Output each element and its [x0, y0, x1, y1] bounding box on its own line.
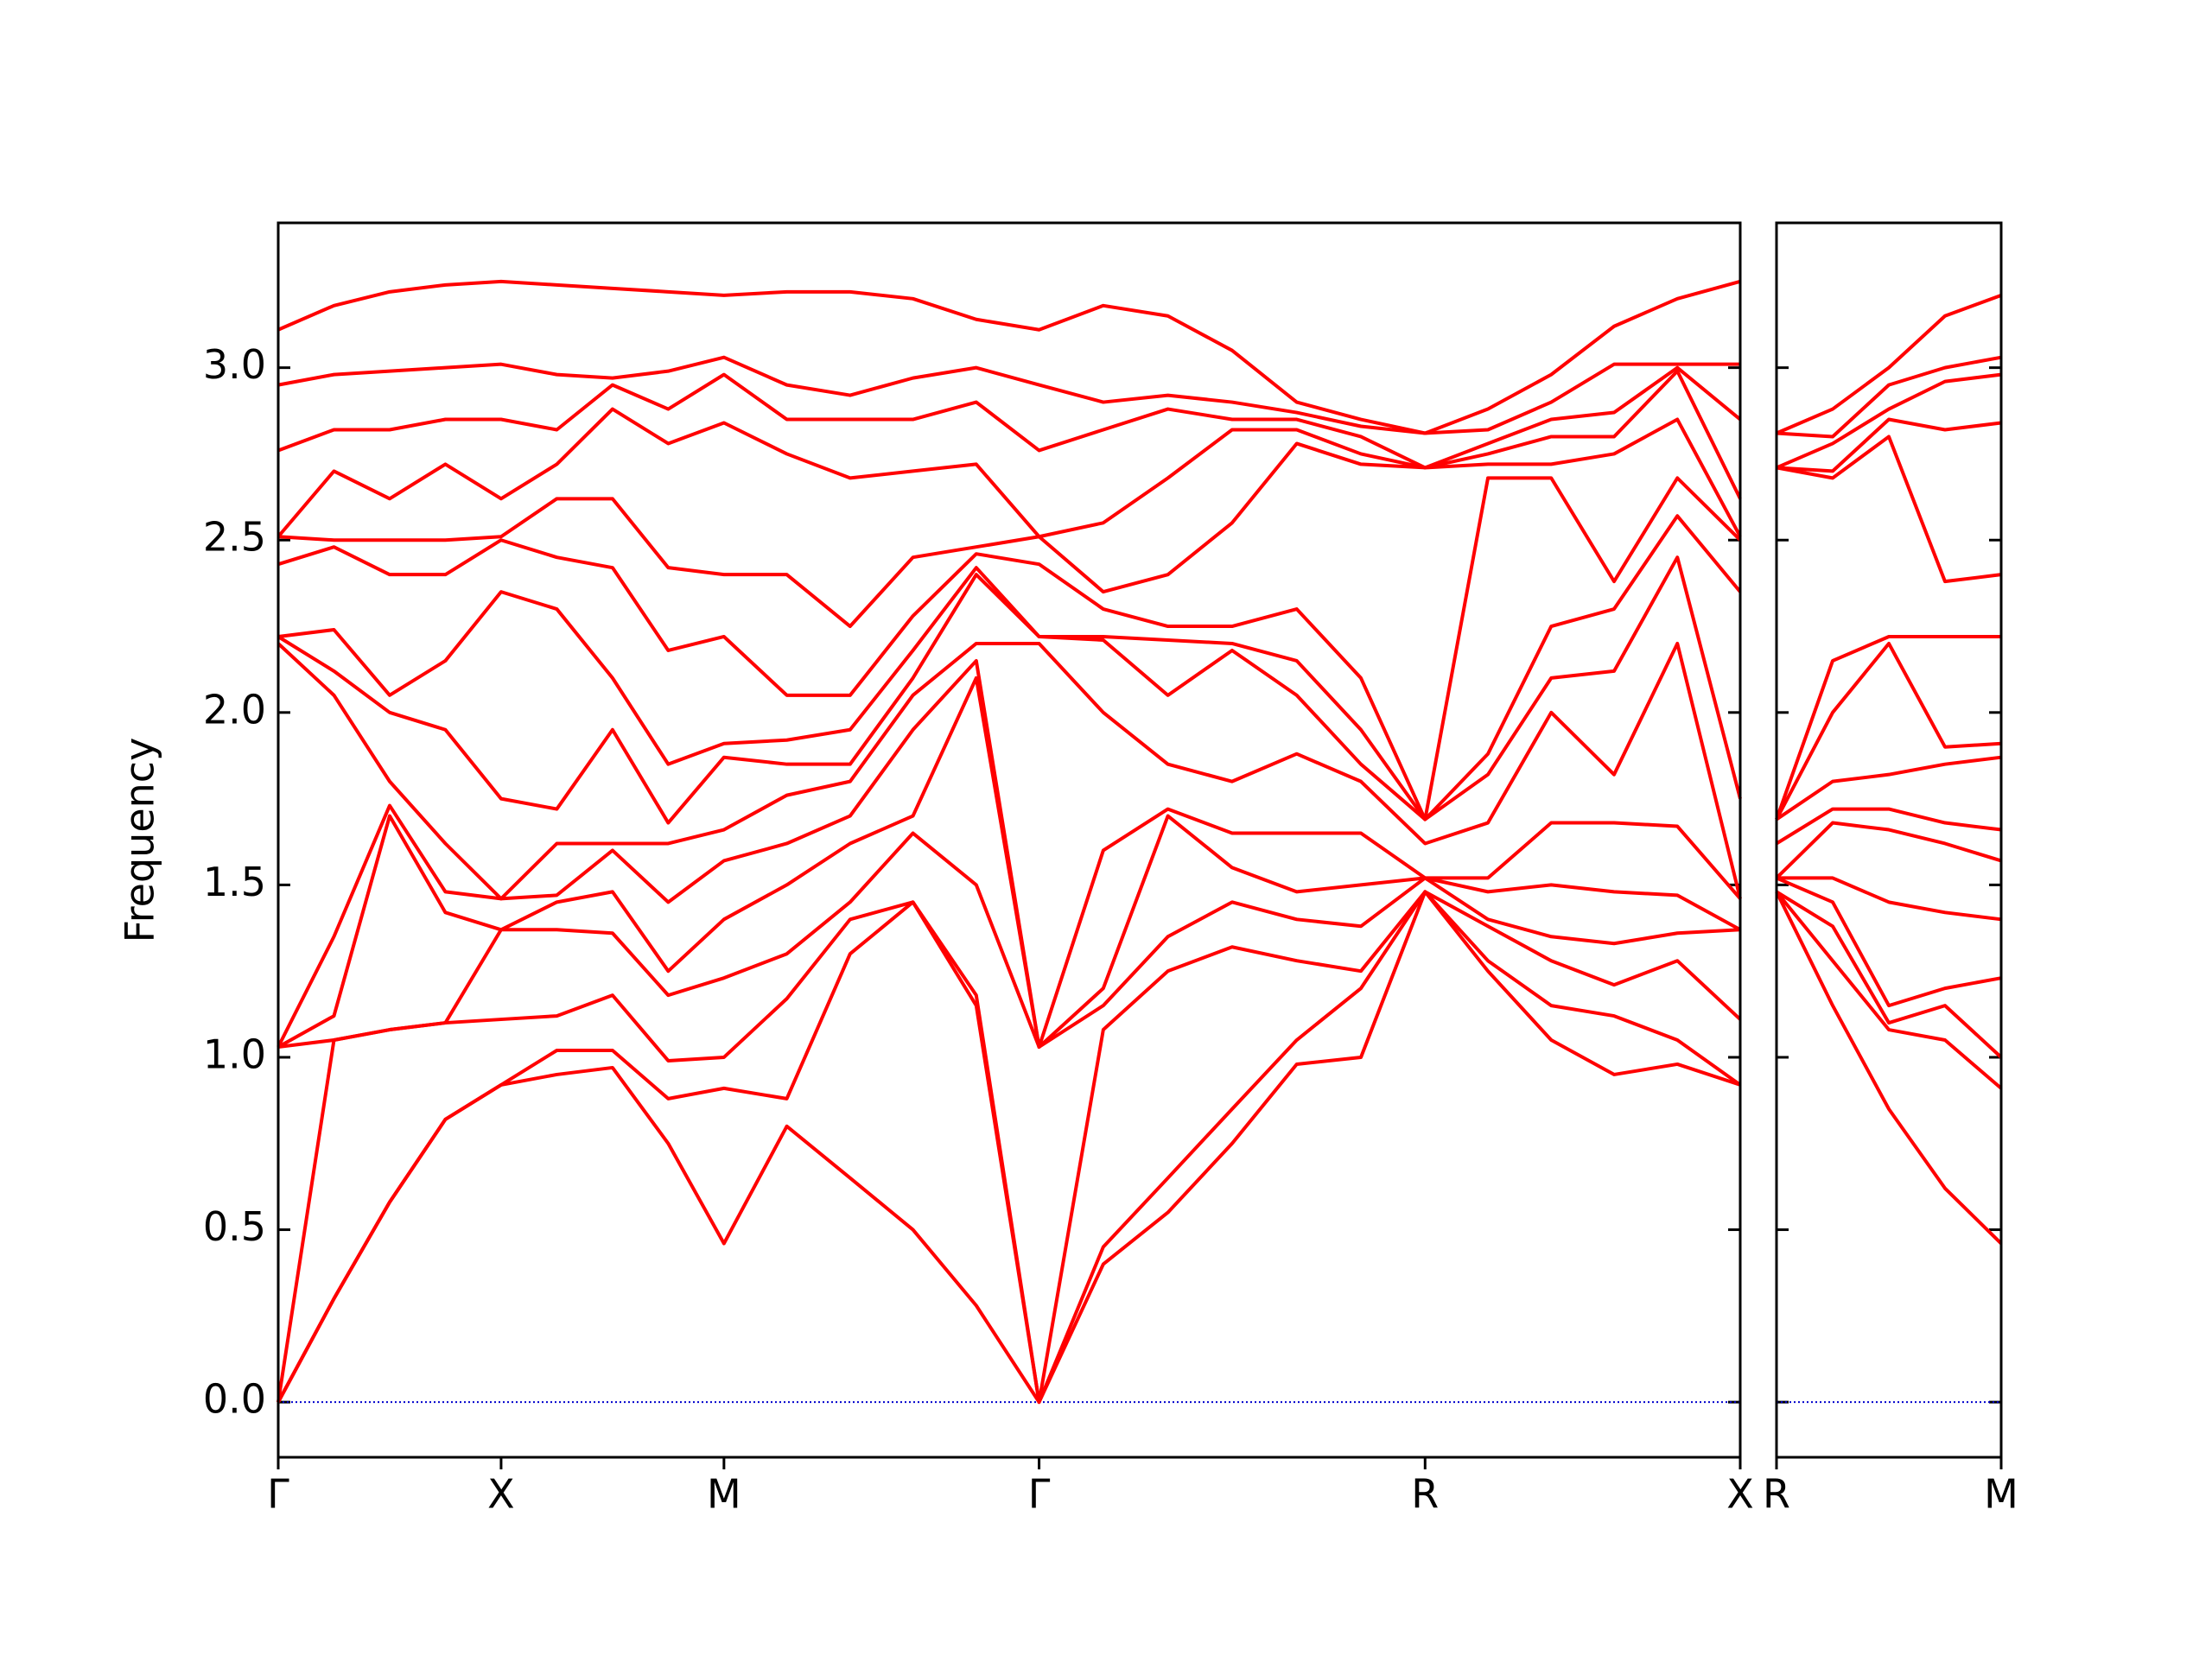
plot-frame — [1775, 221, 2003, 1459]
x-tick-label: R — [1411, 1471, 1439, 1518]
band-line — [1776, 417, 2002, 473]
band-line — [1776, 293, 2002, 435]
x-tick-label: X — [1726, 1471, 1754, 1518]
band-line — [1775, 891, 2003, 1090]
band-line — [1776, 435, 2002, 584]
y-tick-label: 0.5 — [203, 1203, 266, 1250]
band-line — [1776, 372, 2002, 470]
band-line — [276, 890, 1742, 1405]
y-axis-label: Frequency — [117, 738, 163, 943]
band-line — [277, 417, 1742, 629]
band-line — [1777, 876, 2002, 922]
band-line — [277, 355, 1740, 435]
x-tick-label: M — [1984, 1471, 2018, 1518]
band-line — [276, 641, 1742, 901]
band-line — [1776, 876, 2002, 1008]
band-line — [277, 476, 1742, 821]
y-tick-label: 1.5 — [203, 859, 266, 905]
band-line — [1775, 890, 2003, 1059]
band-line — [1775, 641, 2002, 821]
band-line — [1775, 755, 2002, 821]
band-line — [276, 555, 1742, 825]
band-line — [1775, 807, 2002, 846]
y-tick-label: 3.0 — [203, 341, 266, 388]
x-tick-label: R — [1763, 1471, 1790, 1518]
y-tick-label: 1.0 — [203, 1031, 266, 1077]
band-line — [1775, 634, 2001, 821]
band-line — [1775, 821, 2002, 879]
y-tick-label: 2.5 — [203, 514, 266, 561]
x-tick-label: X — [487, 1471, 515, 1518]
band-line — [277, 279, 1741, 435]
band-line — [277, 365, 1742, 470]
plot-frame — [276, 221, 1742, 1459]
band-line — [276, 369, 1742, 539]
x-tick-label: Γ — [1028, 1471, 1051, 1518]
x-tick-label: M — [707, 1471, 741, 1518]
band-line — [277, 514, 1742, 821]
band-line — [1776, 355, 2002, 439]
x-tick-label: Γ — [267, 1471, 289, 1518]
y-tick-label: 2.0 — [203, 686, 266, 733]
y-tick-label: 0.0 — [203, 1376, 266, 1423]
band-line — [1775, 891, 2003, 1245]
band-line — [277, 676, 1741, 1049]
